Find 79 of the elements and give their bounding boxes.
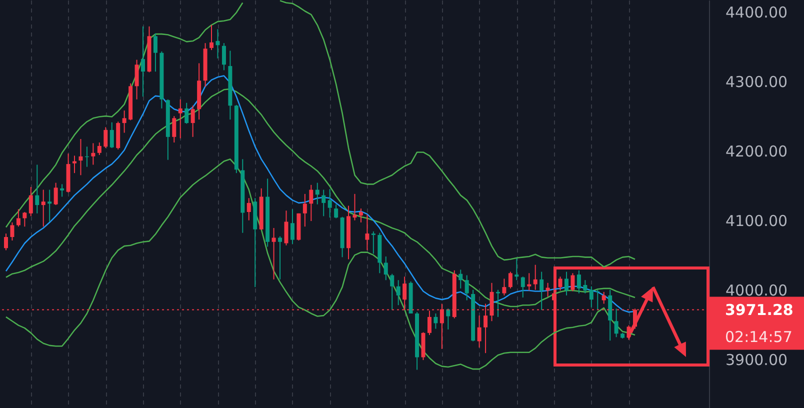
candlestick [190,105,195,138]
y-tick-label: 4000.00 [726,281,788,300]
candlestick [558,276,562,292]
candlestick [246,198,251,221]
candlestick [60,184,64,198]
y-tick-label: 4100.00 [726,212,788,230]
candlestick [72,155,76,174]
candlestick [533,264,538,290]
candlestick [110,122,114,149]
line-series [5,158,636,370]
candlestick [91,142,96,166]
candlestick [309,184,314,222]
candlestick [365,214,370,251]
candlestick [4,233,8,251]
ref-line-label: 3971.28 [725,300,794,319]
candlestick [272,227,276,280]
candlestick [41,189,46,228]
candlestick [10,222,14,241]
candlestick [184,102,189,124]
candlestick [427,310,432,336]
candlestick [315,182,320,205]
candlestick [514,258,519,281]
y-tick-label: 4200.00 [726,142,788,160]
candlestick [290,208,294,244]
candlestick [278,236,282,280]
candlestick [153,32,158,72]
candlestick [570,272,575,292]
candlestick [583,280,588,294]
candlestick [54,182,58,206]
candlestick [614,308,618,338]
candlestick [527,272,532,292]
candlestick [358,208,363,223]
candlestick [390,273,394,310]
candlestick [546,282,550,298]
candlestick [222,42,226,71]
candlestick [284,210,288,246]
candlestick [334,204,338,219]
candlestick [446,308,450,330]
candlestick [302,193,307,228]
candlestick [602,291,606,304]
candlestick [122,110,126,134]
candlestick [78,138,83,176]
candlestick [371,230,376,254]
candlestick [502,278,506,296]
candlestick [141,26,146,98]
candlestick [458,269,463,289]
candlestick [464,274,469,301]
candlestick [178,98,182,139]
candlestick [352,193,357,221]
candlestick [477,315,482,348]
candlestick [210,24,214,51]
candlestick [172,116,176,143]
candlestick [35,164,40,214]
candlestick [576,270,581,294]
candlestick [22,211,27,228]
candlestick [134,59,139,100]
text: 02:14:57 [725,328,792,346]
y-tick-label: 3900.00 [726,350,788,369]
candlestick [589,286,594,308]
candlestick [28,186,33,217]
candlestick [434,312,438,330]
candlestick [496,289,500,318]
candlestick [384,256,388,281]
candlestick [322,189,326,217]
candlestick [216,28,220,59]
candlestick [104,126,108,149]
candlestick [596,289,600,310]
candlestick [508,271,512,289]
candlestick [520,276,525,298]
candlestick [564,271,568,296]
candlestick [16,208,20,228]
candlestick [328,188,332,218]
candlestick [396,280,400,306]
y-tick-label: 4300.00 [726,72,788,91]
y-tick-label: 4400.00 [726,3,788,22]
candlestick [97,142,102,156]
candlestick [540,271,544,310]
candlestick [48,189,52,222]
candlestick [626,324,631,340]
